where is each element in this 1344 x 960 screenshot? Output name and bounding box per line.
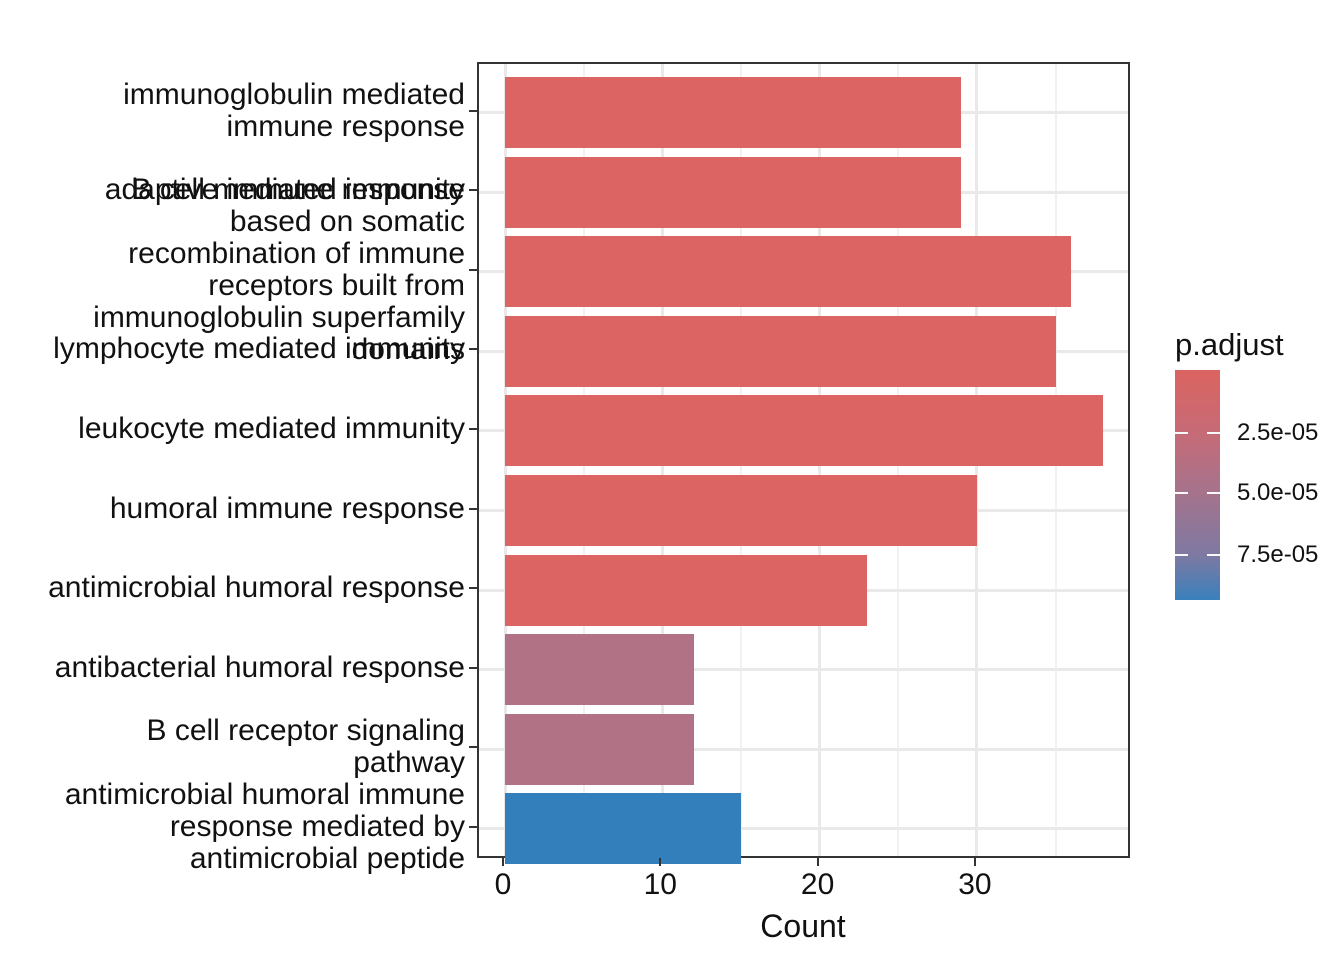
- legend-tick-mark: [1207, 432, 1220, 435]
- x-axis-title: Count: [760, 908, 846, 944]
- y-axis-tick-mark: [469, 189, 477, 192]
- bar: [505, 236, 1072, 308]
- gridline-y-major: [479, 827, 1128, 831]
- legend-tick-mark: [1207, 492, 1220, 495]
- x-axis-tick-mark: [659, 858, 662, 866]
- bar: [505, 554, 867, 626]
- x-tick-label: 30: [958, 868, 992, 901]
- y-axis-label: adaptive immune response based on somati…: [93, 172, 465, 366]
- y-axis-label: immunoglobulin mediated immune response: [123, 77, 465, 143]
- x-tick-label: 10: [643, 868, 677, 901]
- x-tick-label: 20: [800, 868, 835, 901]
- legend-tick-label: 2.5e-05: [1237, 419, 1319, 447]
- y-axis-tick-mark: [469, 746, 477, 749]
- y-axis-tick-mark: [469, 348, 477, 351]
- y-axis-label: B cell mediated immunity: [131, 173, 465, 207]
- y-axis-label: humoral immune response: [109, 491, 465, 525]
- y-axis-label: antimicrobial humoral response: [48, 571, 465, 605]
- bar: [505, 315, 1056, 387]
- x-axis-tick-mark: [816, 858, 819, 866]
- bar: [505, 77, 962, 148]
- y-axis-label: antimicrobial humoral immune response me…: [64, 777, 465, 875]
- gridline-y-major: [479, 747, 1128, 751]
- bar: [505, 475, 977, 546]
- bar: [505, 634, 694, 706]
- legend-tick-label: 5.0e-05: [1237, 479, 1319, 507]
- bar: [505, 156, 962, 228]
- legend-tick-mark: [1175, 432, 1188, 435]
- legend-tick-mark: [1207, 553, 1220, 556]
- y-axis-label: lymphocyte mediated immunity: [53, 332, 465, 366]
- x-axis-tick-mark: [973, 858, 976, 866]
- legend-tick-mark: [1175, 492, 1188, 495]
- legend-title: p.adjust: [1175, 327, 1284, 362]
- bar: [505, 395, 1103, 467]
- y-axis-label: antibacterial humoral response: [54, 650, 465, 684]
- y-axis-tick-mark: [469, 587, 477, 590]
- y-axis-tick-mark: [469, 507, 477, 510]
- y-axis-tick-mark: [469, 109, 477, 112]
- legend-tick-label: 7.5e-05: [1237, 540, 1319, 568]
- gridline-y-major: [479, 668, 1128, 672]
- bar: [505, 793, 741, 865]
- plot-panel: [477, 62, 1130, 865]
- legend-colorbar: [1175, 370, 1220, 600]
- x-tick-label: 0: [494, 868, 512, 901]
- y-axis-tick-mark: [469, 427, 477, 430]
- y-axis-tick-mark: [469, 268, 477, 271]
- x-axis-tick-mark: [502, 858, 504, 866]
- y-axis-tick-mark: [469, 825, 477, 828]
- y-axis-tick-mark: [469, 666, 477, 669]
- bar: [505, 713, 694, 785]
- y-axis-label: B cell receptor signaling pathway: [146, 714, 465, 780]
- legend-tick-mark: [1175, 553, 1188, 556]
- y-axis-label: leukocyte mediated immunity: [78, 411, 465, 445]
